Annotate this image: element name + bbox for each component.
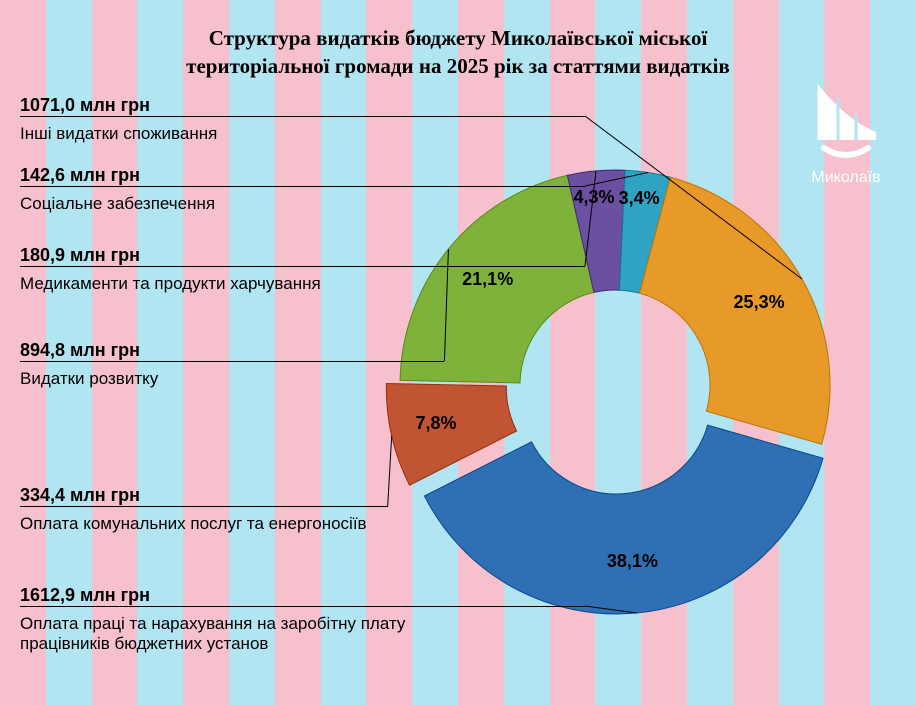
slice-wages xyxy=(424,425,823,614)
pct-other: 25,3% xyxy=(734,292,785,313)
callout-wages: 1612,9 млн грн Оплата праці та нарахуванн… xyxy=(20,585,460,654)
pct-meds: 4,3% xyxy=(574,187,615,208)
title-line-1: Структура видатків бюджету Миколаївської… xyxy=(209,26,708,50)
callout-label: Інші видатки споживання xyxy=(20,124,350,144)
callout-utilities: 334,4 млн грн Оплата комунальних послуг т… xyxy=(20,485,420,534)
leader-line xyxy=(20,116,585,117)
leader-line xyxy=(20,361,444,362)
callout-value: 334,4 млн грн xyxy=(20,485,140,508)
callout-label: Соціальне забезпечення xyxy=(20,194,350,214)
title-line-2: територіальної громади на 2025 рік за ст… xyxy=(186,54,730,78)
callout-development: 894,8 млн грн Видатки розвитку xyxy=(20,340,350,389)
pct-social: 3,4% xyxy=(619,188,660,209)
callout-label: Медикаменти та продукти харчування xyxy=(20,274,400,294)
leader-line xyxy=(20,606,585,607)
callout-label: Видатки розвитку xyxy=(20,369,350,389)
pct-wages: 38,1% xyxy=(607,551,658,572)
callout-value: 894,8 млн грн xyxy=(20,340,140,363)
callout-label: Оплата комунальних послуг та енергоносії… xyxy=(20,514,420,534)
pct-utilities: 7,8% xyxy=(415,413,456,434)
callout-value: 142,6 млн грн xyxy=(20,165,140,188)
leader-line xyxy=(20,506,388,507)
callout-value: 180,9 млн грн xyxy=(20,245,140,268)
callout-meds: 180,9 млн грн Медикаменти та продукти хар… xyxy=(20,245,400,294)
callout-other: 1071,0 млн грн Інші видатки споживання xyxy=(20,95,350,144)
callout-label: Оплата праці та нарахування на заробітну… xyxy=(20,614,460,654)
callout-social: 142,6 млн грн Соціальне забезпечення xyxy=(20,165,350,214)
leader-line xyxy=(20,266,585,267)
callout-value: 1612,9 млн грн xyxy=(20,585,150,608)
callout-value: 1071,0 млн грн xyxy=(20,95,150,118)
page-title: Структура видатків бюджету Миколаївської… xyxy=(0,24,916,81)
leader-line xyxy=(20,186,585,187)
pct-development: 21,1% xyxy=(462,269,513,290)
